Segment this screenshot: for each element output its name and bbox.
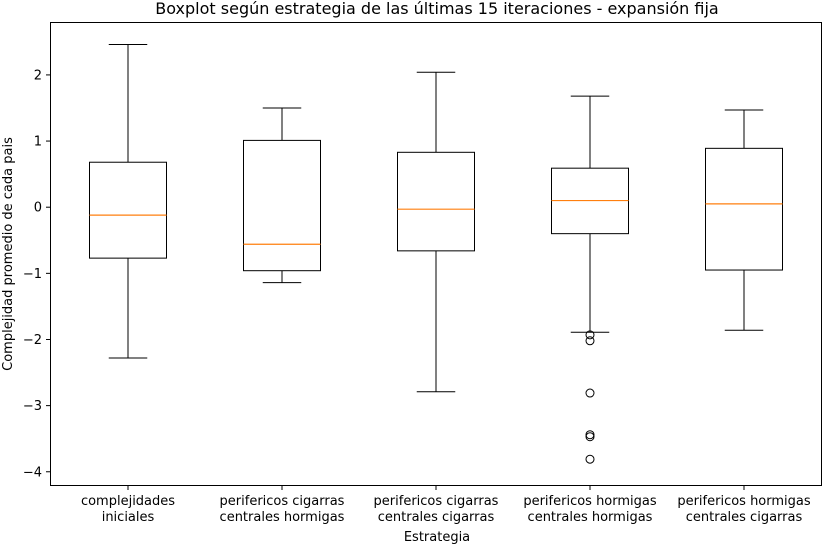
outlier-point (585, 330, 595, 340)
box-iqr (243, 139, 321, 272)
x-tick-label: perifericos cigarras (220, 494, 345, 509)
chart-title: Boxplot según estrategia de las últimas … (155, 0, 718, 18)
box-iqr (397, 151, 475, 252)
outlier-point (585, 432, 595, 442)
outlier-point (585, 388, 595, 398)
box-group (89, 43, 167, 359)
y-tick-label: 0 (34, 201, 42, 216)
x-tick-label: centrales hormigas (220, 510, 345, 525)
box-iqr (89, 161, 167, 259)
y-tick-label: −4 (23, 465, 42, 480)
y-tick-label: −2 (23, 333, 42, 348)
box-group (243, 107, 321, 284)
box-group (551, 95, 629, 464)
y-tick-label: 2 (34, 68, 42, 83)
y-tick-label: −3 (23, 399, 42, 414)
x-tick-label: complejidades (81, 494, 175, 509)
outlier-point (585, 336, 595, 346)
box-iqr (705, 147, 783, 271)
x-tick-label: centrales cigarras (686, 510, 803, 525)
x-axis-label: Estrategia (404, 530, 470, 544)
x-tick-label: perifericos hormigas (677, 494, 811, 509)
box-group (397, 71, 475, 393)
x-tick-label: perifericos hormigas (523, 494, 657, 509)
y-axis-label: Complejidad promedio de cada pais (1, 137, 16, 371)
box-group (705, 109, 783, 331)
y-axis: −4 −3 −2 −1 0 1 2 (23, 68, 51, 480)
x-tick-label: centrales hormigas (528, 510, 653, 525)
x-tick-label: iniciales (102, 510, 155, 525)
x-tick-label: perifericos cigarras (374, 494, 499, 509)
outlier-point (585, 454, 595, 464)
y-tick-label: −1 (23, 267, 42, 282)
x-tick-label: centrales cigarras (378, 510, 495, 525)
plot-area (89, 43, 783, 464)
y-tick-label: 1 (34, 135, 42, 150)
